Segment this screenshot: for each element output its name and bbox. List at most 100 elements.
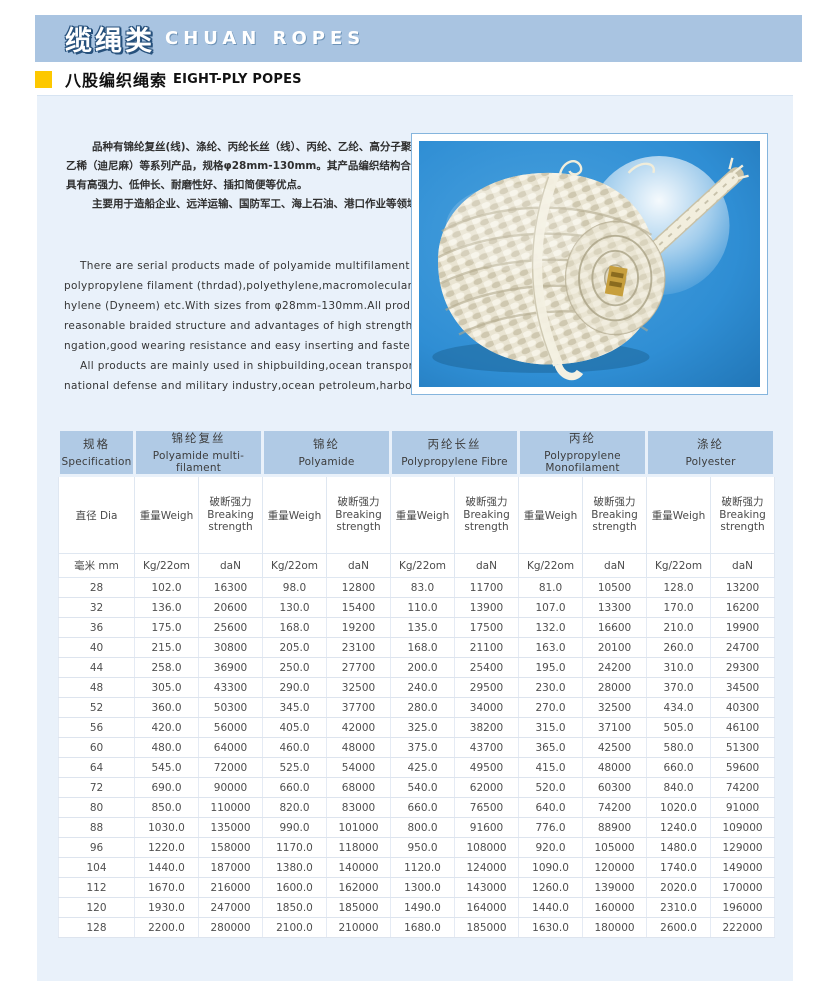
- diameter-cell: 120: [58, 897, 135, 918]
- data-cell: 24700: [710, 637, 776, 658]
- text-line: 具有高强力、低伸长、耐磨性好、插扣简便等优点。: [66, 179, 308, 191]
- data-cell: 28000: [582, 677, 648, 698]
- data-cell: 160000: [582, 897, 648, 918]
- data-cell: 1440.0: [134, 857, 199, 878]
- data-cell: 1480.0: [646, 837, 712, 858]
- diameter-cell: 32: [58, 597, 135, 618]
- data-cell: 24200: [582, 657, 648, 678]
- diameter-cell: 64: [58, 757, 135, 778]
- table-subheader-row: 直径 Dia 重量Weigh 破断强力 Breaking strength 重量Weigh…: [58, 475, 776, 554]
- data-cell: 660.0: [390, 797, 455, 818]
- text-line: All products are mainly used in shipbuil…: [80, 360, 450, 372]
- data-cell: 49500: [453, 757, 520, 778]
- text-line: 主要用于造船企业、远洋运输、国防军工、海上石油、港口作业等领域。: [92, 198, 428, 210]
- breaking-label-cell: 破断强力 Breaking strength: [326, 475, 391, 554]
- data-cell: 240.0: [390, 677, 455, 698]
- data-cell: 38200: [453, 717, 520, 738]
- data-cell: 90000: [198, 777, 263, 798]
- data-cell: 170000: [710, 877, 776, 898]
- data-cell: 305.0: [134, 677, 199, 698]
- data-cell: 130.0: [262, 597, 327, 618]
- data-cell: 109000: [710, 817, 776, 838]
- data-cell: 1670.0: [134, 877, 199, 898]
- data-cell: 185000: [453, 917, 520, 938]
- weight-unit-cell: Kg/22om: [390, 553, 455, 578]
- col-group-label-en: Polyamide multi-filament: [152, 450, 245, 474]
- text-line: hylene (Dyneem) etc.With sizes from φ28m…: [64, 300, 465, 312]
- diameter-cell: 40: [58, 637, 135, 658]
- data-cell: 164000: [453, 897, 520, 918]
- diameter-cell: 48: [58, 677, 135, 698]
- data-cell: 42000: [326, 717, 391, 738]
- data-cell: 124000: [453, 857, 520, 878]
- data-cell: 16300: [198, 577, 263, 598]
- data-cell: 48000: [326, 737, 391, 758]
- weight-unit-cell: Kg/22om: [134, 553, 199, 578]
- text-line: There are serial products made of polyam…: [80, 260, 463, 272]
- data-cell: 158000: [198, 837, 263, 858]
- data-cell: 2020.0: [646, 877, 712, 898]
- data-cell: 434.0: [646, 697, 712, 718]
- data-cell: 46100: [710, 717, 776, 738]
- breaking-unit-cell: daN: [326, 553, 391, 578]
- data-cell: 405.0: [262, 717, 327, 738]
- data-cell: 129000: [710, 837, 776, 858]
- diameter-cell: 52: [58, 697, 135, 718]
- data-cell: 205.0: [262, 637, 327, 658]
- data-cell: 20100: [582, 637, 648, 658]
- data-cell: 195.0: [518, 657, 584, 678]
- data-cell: 425.0: [390, 757, 455, 778]
- col-group-label-zh: 丙纶长丝: [427, 437, 482, 451]
- intro-paragraph-zh: 品种有锦纶复丝(线)、涤纶、丙纶长丝（线）、丙纶、乙纶、高分子聚 乙稀（迪尼麻）…: [66, 138, 432, 214]
- data-cell: 990.0: [262, 817, 327, 838]
- text-line: polypropylene filament (thrdad),polyethy…: [64, 280, 456, 292]
- data-cell: 120000: [582, 857, 648, 878]
- data-cell: 660.0: [646, 757, 712, 778]
- data-cell: 118000: [326, 837, 391, 858]
- breaking-label-zh: 破断强力: [721, 496, 764, 509]
- data-cell: 135000: [198, 817, 263, 838]
- spec-table: 规格 Specification 锦纶复丝 Polyamide multi-filam…: [57, 428, 777, 938]
- diameter-cell: 128: [58, 917, 135, 938]
- data-cell: 91000: [710, 797, 776, 818]
- col-group-label-zh: 丙纶: [569, 431, 597, 446]
- data-cell: 50300: [198, 697, 263, 718]
- data-cell: 776.0: [518, 817, 584, 838]
- data-cell: 16200: [710, 597, 776, 618]
- diameter-cell: 60: [58, 737, 135, 758]
- data-cell: 83.0: [390, 577, 455, 598]
- breaking-label-cell: 破断强力 Breaking strength: [453, 475, 520, 554]
- data-cell: 170.0: [646, 597, 712, 618]
- data-cell: 83000: [326, 797, 391, 818]
- intro-paragraph-en: There are serial products made of polyam…: [64, 256, 478, 396]
- breaking-label-zh: 破断强力: [337, 496, 380, 509]
- data-cell: 48000: [582, 757, 648, 778]
- weight-unit-cell: Kg/22om: [262, 553, 327, 578]
- data-cell: 11700: [453, 577, 520, 598]
- data-cell: 25600: [198, 617, 263, 638]
- table-row: 104 1440.0 187000 1380.0 140000 1120.0 124000 1…: [58, 857, 776, 878]
- data-cell: 325.0: [390, 717, 455, 738]
- data-cell: 1440.0: [518, 897, 584, 918]
- breaking-unit-cell: daN: [710, 553, 776, 578]
- data-cell: 1220.0: [134, 837, 199, 858]
- data-cell: 180000: [582, 917, 648, 938]
- col-group-label-zh: 规格: [83, 437, 110, 451]
- breaking-label-en2: strength: [592, 521, 637, 534]
- col-group-label-en: Polypropylene Monofilament: [544, 450, 621, 474]
- table-row: 112 1670.0 216000 1600.0 162000 1300.0 143000 1…: [58, 877, 776, 898]
- data-cell: 850.0: [134, 797, 199, 818]
- data-cell: 1120.0: [390, 857, 455, 878]
- col-group-header: 涤纶 Polyester: [645, 428, 777, 477]
- data-cell: 12800: [326, 577, 391, 598]
- data-cell: 1680.0: [390, 917, 455, 938]
- data-cell: 420.0: [134, 717, 199, 738]
- diameter-cell: 104: [58, 857, 135, 878]
- data-cell: 42500: [582, 737, 648, 758]
- data-cell: 1930.0: [134, 897, 199, 918]
- table-row: 64 545.0 72000 525.0 54000 425.0 49500 415.0 480…: [58, 757, 776, 778]
- data-cell: 258.0: [134, 657, 199, 678]
- data-cell: 10500: [582, 577, 648, 598]
- data-cell: 37100: [582, 717, 648, 738]
